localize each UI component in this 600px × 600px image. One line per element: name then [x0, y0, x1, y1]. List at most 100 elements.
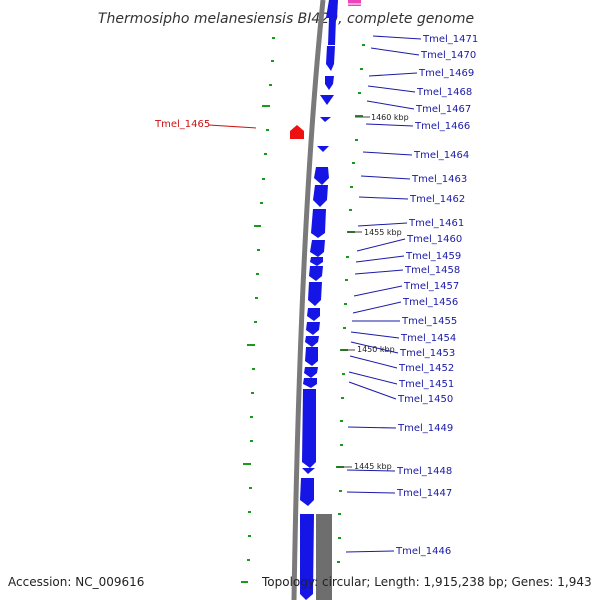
gene-label[interactable]: Tmel_1452	[398, 363, 454, 374]
gc-marker	[243, 463, 251, 465]
gc-marker	[249, 487, 252, 489]
gc-marker	[248, 535, 251, 537]
scale-label: 1460 kbp	[371, 113, 409, 122]
gc-marker	[355, 115, 363, 117]
gene-arrow	[304, 367, 318, 378]
gc-marker	[344, 303, 347, 305]
gene-label[interactable]: Tmel_1450	[397, 394, 453, 405]
gc-marker	[264, 153, 267, 155]
gene-arrow	[306, 322, 320, 335]
gc-marker	[260, 202, 263, 204]
gene-arrow	[307, 308, 320, 321]
gc-marker	[352, 162, 355, 164]
gene-label[interactable]: Tmel_1464	[413, 150, 469, 161]
reverse-gene-labels: Tmel_1465	[154, 119, 257, 130]
gc-marker	[345, 279, 348, 281]
gene-arrow	[305, 336, 319, 347]
gene-arrow	[317, 146, 329, 152]
gene-arrow	[320, 117, 331, 122]
gene-label[interactable]: Tmel_1456	[402, 297, 458, 308]
scale-label: 1445 kbp	[354, 462, 392, 471]
gc-marker	[262, 178, 265, 180]
gene-label[interactable]: Tmel_1458	[404, 265, 460, 276]
gc-marker	[346, 256, 349, 258]
gene-label[interactable]: Tmel_1462	[409, 194, 465, 205]
gene-arrow	[314, 167, 329, 185]
gene-label[interactable]: Tmel_1459	[405, 251, 461, 262]
gc-marker	[257, 249, 260, 251]
gc-marker	[250, 440, 253, 442]
gene-label[interactable]: Tmel_1467	[415, 104, 471, 115]
map-title: Thermosipho melanesiensis BI429, complet…	[98, 11, 474, 27]
gc-marker	[251, 392, 254, 394]
gene-label[interactable]: Tmel_1451	[398, 379, 454, 390]
gc-marker	[269, 84, 272, 86]
gene-label[interactable]: Tmel_1449	[397, 423, 453, 434]
gene-label[interactable]: Tmel_1470	[420, 50, 476, 61]
gc-marker	[250, 416, 253, 418]
gc-marker	[247, 344, 255, 346]
gene-label[interactable]: Tmel_1466	[414, 121, 470, 132]
genome-backbone	[291, 0, 326, 600]
gc-marker	[340, 444, 343, 446]
gene-arrow	[302, 468, 315, 474]
gc-marker	[337, 561, 340, 563]
gc-marker	[338, 537, 341, 539]
gene-label[interactable]: Tmel_1468	[416, 87, 472, 98]
gene-arrow	[313, 185, 328, 207]
gene-label[interactable]: Tmel_1463	[411, 174, 467, 185]
gc-marker	[339, 490, 342, 492]
gc-marker	[338, 513, 341, 515]
gene-arrow	[305, 347, 318, 366]
scale-label: 1450 kbp	[357, 345, 395, 354]
gene-arrow	[309, 266, 323, 281]
gene-arrow	[310, 257, 323, 266]
gc-marker	[247, 559, 250, 561]
gc-marker	[262, 105, 270, 107]
gene-arrow	[311, 209, 326, 238]
gc-marker	[341, 397, 344, 399]
gene-label[interactable]: Tmel_1461	[408, 218, 464, 229]
gc-marker	[342, 373, 345, 375]
gene-label[interactable]: Tmel_1446	[395, 546, 451, 557]
gene-label[interactable]: Tmel_1454	[400, 333, 456, 344]
gene-label[interactable]: Tmel_1465	[154, 119, 210, 130]
gc-marker	[340, 420, 343, 422]
gene-arrow	[300, 514, 314, 600]
gc-marker	[256, 273, 259, 275]
gene-label[interactable]: Tmel_1447	[396, 488, 452, 499]
gene-arrow	[320, 95, 334, 105]
gene-arrow	[302, 389, 316, 468]
gene-label[interactable]: Tmel_1448	[396, 466, 452, 477]
scale: 1460 kbp 1455 kbp 1450 kbp 1445 kbp	[337, 113, 409, 471]
gene-block	[328, 18, 336, 45]
gene-label[interactable]: Tmel_1457	[403, 281, 459, 292]
rna-feature	[348, 0, 361, 6]
scale-label: 1455 kbp	[364, 228, 402, 237]
gc-marker	[271, 60, 274, 62]
gc-marker	[266, 129, 269, 131]
gc-marker	[254, 225, 261, 227]
gene-label[interactable]: Tmel_1460	[406, 234, 462, 245]
gene-arrow	[310, 240, 325, 257]
gc-marker	[355, 139, 358, 141]
accession-text: Accession: NC_009616	[8, 575, 144, 589]
forward-gene-track	[300, 0, 338, 600]
gene-arrow	[303, 378, 317, 388]
gene-label[interactable]: Tmel_1471	[422, 34, 478, 45]
topology-text: Topology: circular; Length: 1,915,238 bp…	[261, 575, 592, 589]
gene-label[interactable]: Tmel_1453	[399, 348, 455, 359]
gc-marker	[349, 209, 352, 211]
reverse-gene-arrow	[290, 125, 304, 139]
gc-marker	[241, 581, 248, 583]
gene-label[interactable]: Tmel_1469	[418, 68, 474, 79]
gc-marker	[350, 186, 353, 188]
gc-marker	[360, 68, 363, 70]
gene-arrow	[325, 76, 334, 90]
gc-marker	[358, 92, 361, 94]
gc-marker	[252, 368, 255, 370]
gene-label[interactable]: Tmel_1455	[401, 316, 457, 327]
gene-arrow	[308, 282, 322, 306]
forward-gene-labels: Tmel_1471 Tmel_1470 Tmel_1469 Tmel_1468 …	[345, 34, 478, 557]
